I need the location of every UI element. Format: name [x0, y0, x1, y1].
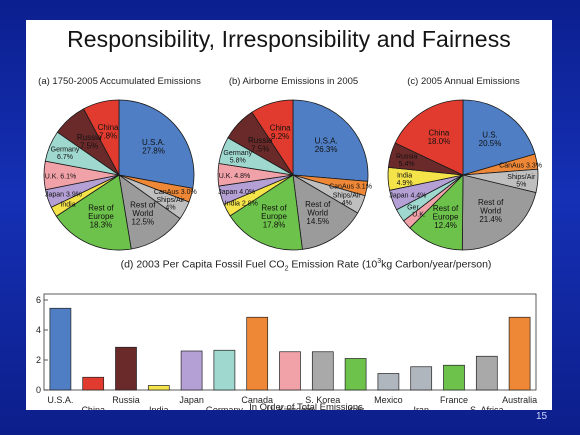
pie-slice-u-s-a [292, 99, 369, 182]
pie-label: Rest of Europe 17.8% [261, 203, 287, 229]
pie-label: Ships/Air 5% [507, 174, 536, 189]
pie-label: Rest of Europe 18.3% [88, 204, 114, 230]
pie-panel-b: (b) Airborne Emissions in 2005 U.S.A. 26.… [206, 76, 381, 261]
bar-title-sub: 2 [284, 265, 289, 273]
x-tick-label: Canada [241, 395, 273, 405]
x-tick-label: Iran [413, 405, 429, 410]
x-tick-label: Mexico [374, 395, 403, 405]
pie-label: Japan 4.4% [389, 193, 426, 200]
pie-label: Russia 5.4% [396, 154, 418, 169]
x-tick-label: S. Korea [305, 395, 340, 405]
x-tick-label: India [149, 405, 169, 410]
pie-slice-china [394, 99, 464, 176]
pie-chart-b: U.S.A. 26.3%CanAus 3.1%Ships/Air 4%Rest of… [217, 99, 372, 251]
pie-label: Germany 6.7% [51, 147, 80, 162]
pie-label: China 7.8% [98, 123, 119, 141]
bar-italy [344, 358, 367, 391]
pie-b-title: (b) Airborne Emissions in 2005 [228, 76, 359, 87]
pie-slice-china [83, 99, 120, 176]
bar-title-mid: Emission Rate (10 [288, 258, 378, 271]
x-tick-label: Australia [502, 395, 537, 405]
bar-chart: 0 2 4 6 U.S.A. China Russia India JapanGermanyCa… [36, 293, 537, 410]
bar-india [147, 385, 170, 391]
bar-s-africa [475, 355, 498, 391]
pie-slice-u-s-a [118, 99, 195, 189]
pie-chart-c: U.S. 20.5% CanAus 3.3% Ships/Air 5%Rest of Wo… [387, 99, 542, 251]
bar-australia [508, 316, 531, 391]
x-tick-label: S. Africa [470, 405, 504, 410]
pie-label: Ships/Air 4% [333, 192, 362, 207]
x-tick-label: China [81, 405, 105, 410]
pie-label: Japan 3.9% [45, 191, 82, 198]
pie-label: Ger. [407, 205, 420, 212]
pie-label: Japan 4.0% [218, 189, 255, 196]
pie-label: Germany 5.8% [223, 150, 252, 165]
bar-title-main: (d) 2003 Per Capita Fossil Fuel CO [120, 258, 285, 271]
pie-chart-a: U.S.A. 27.8%CanAus 3.0%Ships/Air 4%Rest of… [43, 99, 197, 251]
bar-germany [213, 349, 236, 391]
pie-slice-rest-of-europe [229, 174, 303, 251]
pie-a-title: (a) 1750-2005 Accumulated Emissions [38, 76, 201, 87]
pie-label: Rest of World 12.5% [130, 201, 156, 227]
slide-number: 15 [536, 411, 548, 422]
pie-slice-rest-of-world [461, 174, 537, 251]
x-tick-label: U.S.A. [47, 395, 73, 405]
pie-slice-china [251, 99, 294, 177]
pie-label: India [60, 202, 75, 209]
bar-u-s-a [49, 307, 72, 391]
x-tick-label: Germany [206, 405, 244, 410]
pie-label: CanAus 3.3% [499, 163, 542, 170]
pie-label: China 9.2% [270, 124, 291, 142]
y-tick-label: 6 [36, 295, 41, 305]
x-tick-label: Italy [347, 405, 364, 410]
bar-s-korea [311, 351, 334, 391]
pie-label: Rest of Europe 12.4% [433, 204, 459, 230]
pie-label: China 18.0% [428, 129, 451, 147]
slide-canvas: Responsibility, Irresponsibility and Fai… [26, 20, 552, 413]
bar-japan [180, 350, 203, 391]
pie-label: Ships/Air 4% [156, 197, 185, 212]
pie-label: U.K. 6.1% [45, 173, 77, 180]
pie-label: Russia 7.5% [248, 136, 273, 154]
pie-label: U.S.A. 26.3% [315, 136, 338, 154]
bar-russia [115, 346, 137, 391]
slide-title: Responsibility, Irresponsibility and Fai… [67, 26, 511, 52]
pie-slice-rest-of-europe [409, 174, 464, 251]
pie-label: CanAus 3.1% [329, 184, 372, 191]
bar-chart-xlabel: In Order of Total Emissions [249, 402, 363, 413]
pie-panel-a: (a) 1750-2005 Accumulated Emissions U.S.… [32, 76, 207, 261]
y-tick-label: 0 [36, 385, 41, 395]
pie-label: Russia 7.5% [77, 133, 102, 151]
bar-u-kingdom [279, 351, 301, 391]
pie-label: U.K. 4.8% [219, 173, 251, 180]
x-tick-label: Russia [112, 395, 140, 405]
pie-slice-rest-of-world [292, 174, 359, 250]
pie-c-title: (c) 2005 Annual Emissions [407, 76, 520, 87]
pie-label: Rest of World 14.5% [305, 200, 331, 226]
x-tick-label: U. Kingdom [266, 405, 313, 410]
y-tick-label: 4 [36, 325, 41, 335]
pie-slice-rest-of-world [118, 174, 181, 250]
pie-label: U.S.A. 27.8% [142, 138, 165, 156]
pie-label: India 2.8% [225, 200, 258, 207]
bar-title-end: kg Carbon/year/person) [381, 258, 492, 271]
pie-slice-rest-of-europe [55, 174, 132, 251]
y-tick-label: 2 [36, 355, 41, 365]
pie-label: India 4.9% [397, 172, 413, 187]
pie-label: U.S. 20.5% [479, 131, 502, 149]
x-tick-label: Japan [179, 395, 204, 405]
bar-mexico [377, 373, 400, 391]
bar-title-sup: 3 [377, 258, 382, 265]
pie-panel-c: (c) 2005 Annual Emissions U.S. 20.5% CanAu… [376, 76, 551, 261]
x-tick-label: France [440, 395, 468, 405]
bar-china [82, 376, 105, 391]
bar-iran [410, 366, 433, 391]
bar-france [443, 364, 465, 391]
pie-label: U.K. [412, 212, 426, 219]
pie-label: Rest of World 21.4% [478, 198, 504, 224]
pie-label: CanAus 3.0% [154, 189, 197, 196]
pie-slice-u-s [462, 99, 536, 176]
bar-chart-title: (d) 2003 Per Capita Fossil Fuel CO2 Emis… [86, 258, 526, 273]
bar-canada [246, 316, 269, 391]
